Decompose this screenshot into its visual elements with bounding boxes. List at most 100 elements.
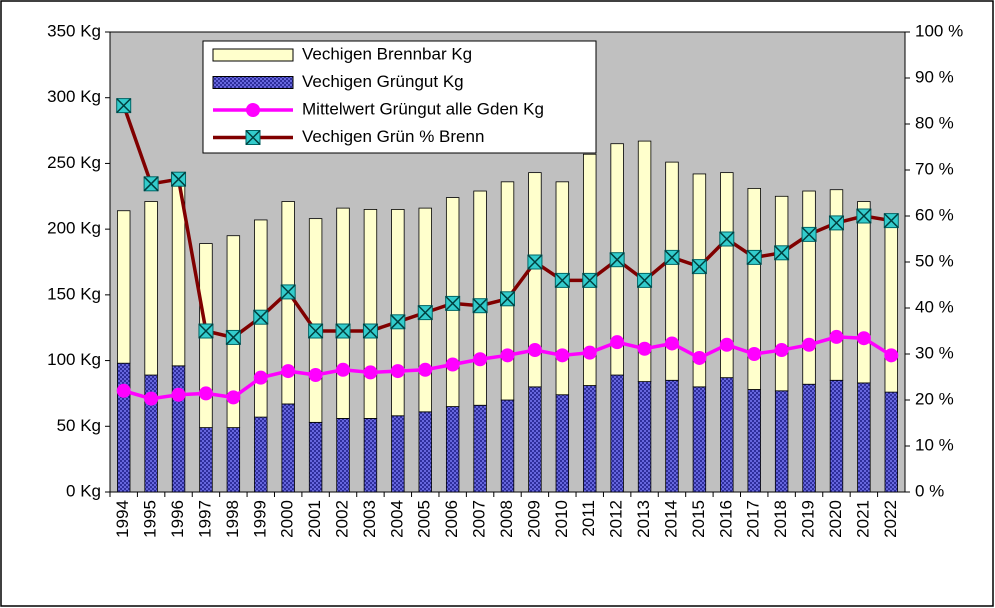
line-marker bbox=[280, 284, 296, 300]
line-marker bbox=[774, 245, 790, 261]
marker-cross bbox=[527, 254, 543, 270]
y2-tick-label: 40 % bbox=[915, 297, 954, 316]
x-tick-label: 2001 bbox=[305, 500, 324, 538]
bar bbox=[528, 386, 542, 493]
bar bbox=[665, 379, 679, 493]
marker-cross bbox=[472, 298, 488, 314]
line-marker bbox=[555, 348, 570, 363]
line-marker bbox=[144, 391, 159, 406]
marker-cross bbox=[445, 295, 461, 311]
x-tick-label: 2006 bbox=[442, 500, 461, 538]
line-marker bbox=[281, 364, 296, 379]
legend-label: Mittelwert Grüngut alle Gden Kg bbox=[302, 99, 544, 118]
bar bbox=[445, 406, 460, 493]
bar bbox=[747, 389, 761, 493]
bar bbox=[473, 190, 487, 406]
x-tick-label: 2019 bbox=[799, 500, 818, 538]
marker-cross bbox=[225, 329, 241, 345]
x-tick-label: 1994 bbox=[113, 500, 132, 538]
marker-cross bbox=[116, 98, 132, 114]
line-marker bbox=[719, 231, 735, 247]
x-tick-label: 2004 bbox=[387, 500, 406, 538]
bar bbox=[500, 399, 515, 493]
marker-cross bbox=[856, 208, 872, 224]
marker-cross bbox=[691, 259, 707, 275]
line-marker bbox=[308, 368, 323, 383]
bar bbox=[857, 201, 871, 384]
y-tick-label: 100 Kg bbox=[47, 350, 101, 369]
bar bbox=[254, 416, 268, 493]
marker-cross bbox=[362, 323, 378, 339]
x-tick-label: 1997 bbox=[195, 500, 214, 538]
marker-cross bbox=[801, 226, 817, 242]
y-tick-label: 0 Kg bbox=[66, 481, 101, 500]
line-marker bbox=[116, 98, 132, 114]
x-tick-label: 2007 bbox=[470, 500, 489, 538]
bar bbox=[884, 391, 898, 493]
line-marker bbox=[171, 171, 187, 187]
line-marker bbox=[499, 291, 516, 307]
marker-cross bbox=[417, 305, 433, 321]
y-tick-label: 200 Kg bbox=[47, 219, 101, 238]
bar bbox=[802, 190, 816, 385]
line-marker bbox=[828, 215, 844, 231]
bar bbox=[363, 209, 378, 419]
bar bbox=[555, 394, 570, 493]
x-tick-label: 2020 bbox=[826, 500, 845, 538]
marker-cross bbox=[719, 231, 735, 247]
legend-label: Vechigen Grün % Brenn bbox=[302, 127, 484, 146]
x-tick-label: 2014 bbox=[661, 500, 680, 538]
line-marker bbox=[308, 323, 324, 339]
line-marker bbox=[336, 362, 351, 377]
marker-cross bbox=[245, 129, 261, 146]
x-tick-label: 1998 bbox=[223, 500, 242, 538]
line-marker bbox=[884, 348, 899, 363]
x-tick-label: 2003 bbox=[360, 500, 379, 538]
marker-cross bbox=[582, 272, 598, 288]
line-marker bbox=[691, 259, 707, 275]
y2-tick-label: 60 % bbox=[915, 205, 954, 224]
x-tick-label: 2013 bbox=[634, 500, 653, 538]
x-tick-label: 2016 bbox=[716, 500, 735, 538]
y2-tick-label: 10 % bbox=[915, 435, 954, 454]
line-marker bbox=[774, 343, 789, 358]
y2-tick-label: 80 % bbox=[915, 113, 954, 132]
legend-swatch bbox=[212, 48, 294, 62]
line-marker bbox=[801, 226, 817, 242]
y2-tick-label: 50 % bbox=[915, 251, 954, 270]
line-marker bbox=[335, 323, 351, 339]
bar bbox=[692, 386, 707, 493]
line-marker bbox=[198, 323, 214, 339]
line-marker bbox=[747, 347, 762, 361]
x-tick-label: 1996 bbox=[168, 500, 187, 538]
x-tick-label: 2005 bbox=[415, 500, 434, 538]
line-marker bbox=[500, 348, 515, 363]
y2-tick-label: 70 % bbox=[915, 159, 954, 178]
x-tick-label: 2008 bbox=[497, 500, 516, 538]
x-tick-label: 2009 bbox=[524, 500, 543, 538]
line-marker bbox=[253, 370, 268, 385]
line-marker bbox=[856, 331, 871, 346]
y-tick-label: 250 Kg bbox=[47, 153, 101, 172]
bar bbox=[308, 421, 323, 493]
bar bbox=[226, 427, 241, 493]
line-marker bbox=[362, 323, 378, 339]
bar bbox=[418, 411, 432, 493]
y-tick-label: 350 Kg bbox=[47, 21, 101, 40]
marker-cross bbox=[143, 176, 159, 192]
line-marker bbox=[609, 252, 625, 268]
bar bbox=[774, 390, 789, 493]
bar bbox=[555, 181, 570, 396]
bar bbox=[308, 218, 323, 423]
line-marker bbox=[856, 208, 872, 224]
line-marker bbox=[445, 357, 460, 372]
x-tick-label: 2022 bbox=[881, 500, 900, 538]
line-marker bbox=[719, 337, 734, 352]
bar bbox=[692, 173, 707, 388]
bar bbox=[583, 153, 597, 386]
line-marker bbox=[472, 298, 488, 314]
marker-cross bbox=[280, 284, 296, 300]
bar bbox=[281, 403, 295, 493]
y2-tick-label: 20 % bbox=[915, 389, 954, 408]
y2-tick-label: 0 % bbox=[915, 481, 944, 500]
